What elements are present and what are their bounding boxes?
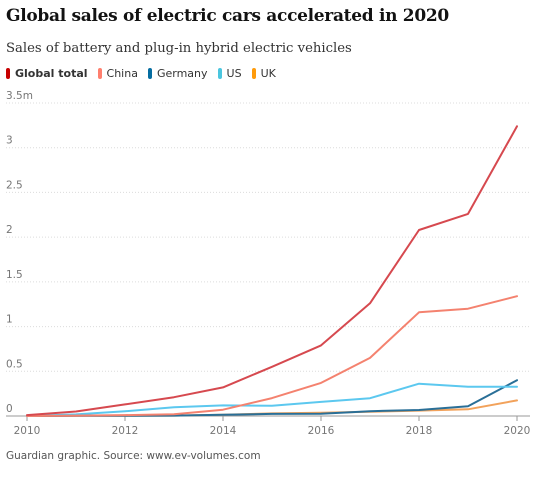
y-tick-label: 2.5 <box>6 179 23 191</box>
legend-swatch-uk <box>251 68 256 79</box>
y-tick-label: 0 <box>6 403 13 415</box>
legend-item-global-total: Global total <box>6 67 88 80</box>
legend-label-germany: Germany <box>156 67 208 80</box>
legend-item-uk: UK <box>251 67 276 80</box>
x-tick-label: 2010 <box>14 425 41 437</box>
y-tick-label: 0.5 <box>6 358 23 370</box>
series-line-us <box>26 382 518 417</box>
legend-item-china: China <box>97 67 138 80</box>
x-tick-label: 2016 <box>308 425 335 437</box>
x-tick-label: 2012 <box>112 425 139 437</box>
legend-swatch-germany <box>147 68 152 79</box>
legend-item-germany: Germany <box>147 67 208 80</box>
series-line-global-total <box>26 125 518 417</box>
line-chart: 3.5m 0 0.5 1 1.5 2 2.5 3 2010 2012 2014 2016 2018 202… <box>6 90 531 437</box>
legend-swatch-china <box>97 68 102 79</box>
legend-item-us: US <box>217 67 242 80</box>
legend-label-us: US <box>226 67 242 80</box>
legend: Global total China Germany US UK <box>6 67 286 80</box>
legend-label-uk: UK <box>260 67 276 80</box>
chart-subtitle: Sales of battery and plug-in hybrid elec… <box>6 41 352 56</box>
chart-title: Global sales of electric cars accelerate… <box>6 6 449 26</box>
x-tick-label: 2018 <box>406 425 433 437</box>
legend-label-global-total: Global total <box>15 67 88 80</box>
y-tick-label: 2 <box>6 224 13 236</box>
legend-swatch-global-total <box>6 68 10 79</box>
y-tick-label: 3 <box>6 135 13 147</box>
y-tick-label: 1.5 <box>6 269 23 281</box>
y-tick-label-top: 3.5m <box>6 90 33 102</box>
legend-swatch-us <box>217 68 222 79</box>
legend-label-china: China <box>106 67 138 80</box>
x-tick-label: 2014 <box>210 425 237 437</box>
y-tick-label: 1 <box>6 314 13 326</box>
series-line-china <box>26 295 518 417</box>
source-note: Guardian graphic. Source: www.ev-volumes… <box>6 450 261 462</box>
x-tick-label: 2020 <box>504 425 531 437</box>
